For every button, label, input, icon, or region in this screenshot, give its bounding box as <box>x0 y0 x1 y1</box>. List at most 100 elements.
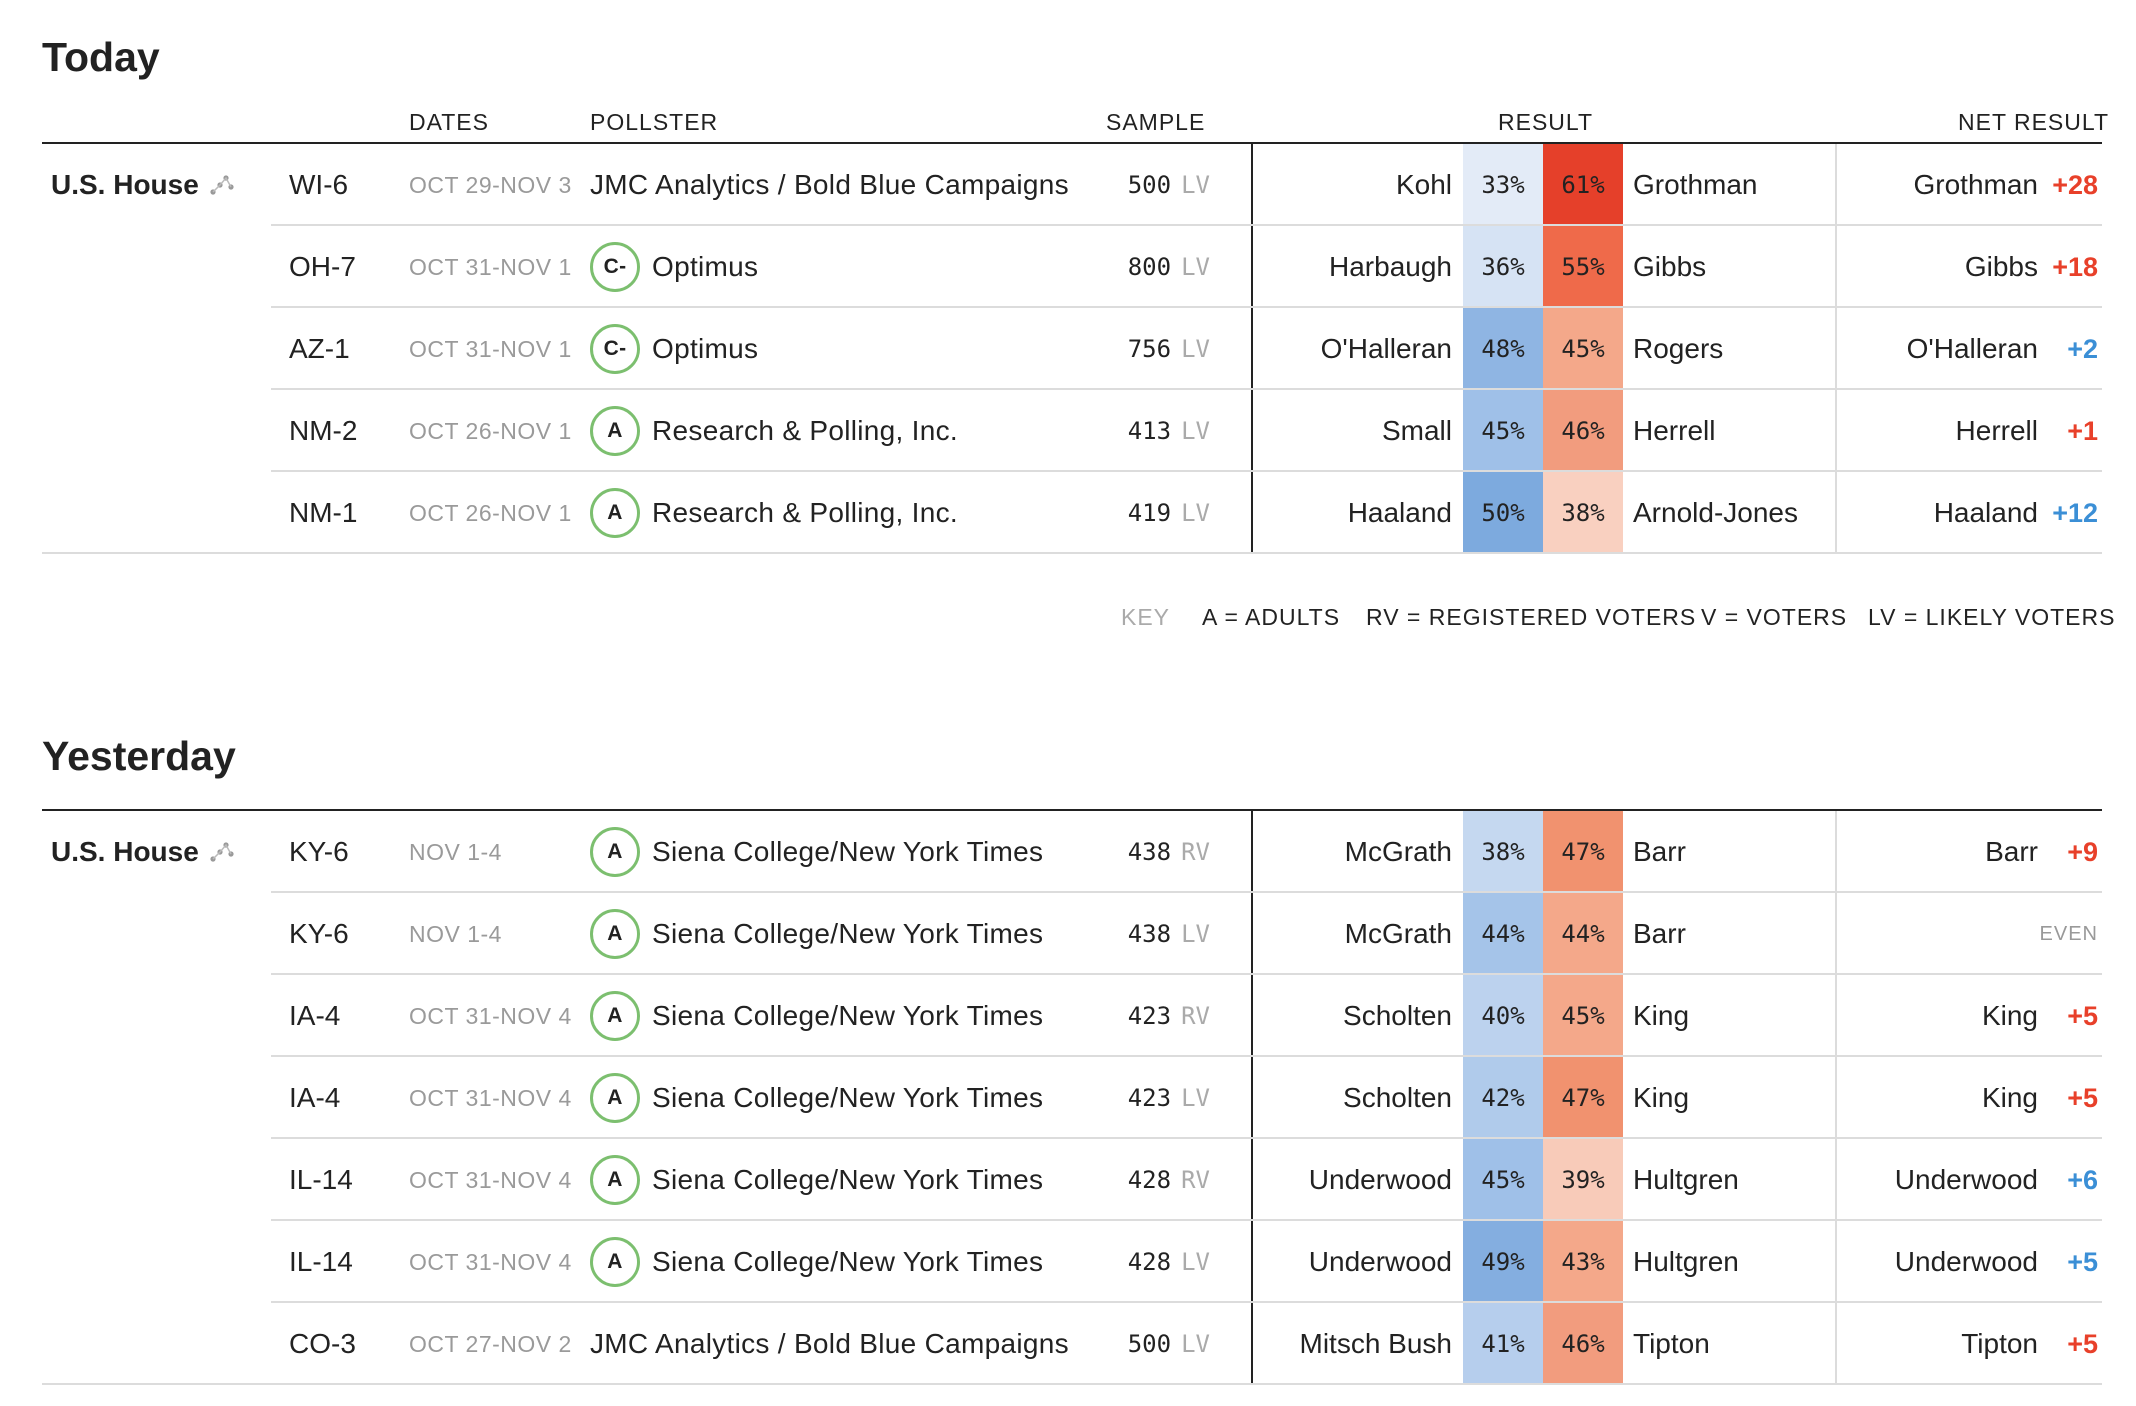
net-divider <box>1835 811 1837 1383</box>
race-name: U.S. House <box>51 836 199 867</box>
district[interactable]: WI-6 <box>289 169 349 200</box>
header-sample: SAMPLE <box>1106 109 1206 135</box>
pollster[interactable]: A Research & Polling, Inc. <box>590 472 1070 554</box>
poll-row[interactable]: NM-1 OCT 26-NOV 1 A Research & Polling, Inc… <box>0 472 2136 554</box>
pollster-name[interactable]: Optimus <box>652 251 759 282</box>
sample-size: 500 LV <box>1090 144 1210 226</box>
result-divider <box>1251 811 1253 1383</box>
sample-count: 438 <box>1127 838 1172 866</box>
poll-row[interactable]: AZ-1 OCT 31-NOV 1 C- Optimus 756 LV O'Halleran… <box>0 308 2136 390</box>
pollster[interactable]: A Siena College/New York Times <box>590 975 1070 1057</box>
pollster[interactable]: C- Optimus <box>590 226 1070 308</box>
poll-row[interactable]: IL-14 OCT 31-NOV 4 A Siena College/New York… <box>0 1221 2136 1303</box>
net-divider <box>1835 144 1837 552</box>
rep-candidate: Herrell <box>1633 415 1716 446</box>
district[interactable]: IA-4 <box>289 1000 341 1031</box>
poll-row[interactable]: IA-4 OCT 31-NOV 4 A Siena College/New York … <box>0 1057 2136 1139</box>
pollster-name[interactable]: Siena College/New York Times <box>652 1164 1044 1195</box>
poll-dates: NOV 1-4 <box>409 838 502 865</box>
rep-candidate: Hultgren <box>1633 1164 1739 1195</box>
district[interactable]: KY-6 <box>289 918 349 949</box>
pollster-name[interactable]: Research & Polling, Inc. <box>652 415 959 446</box>
district[interactable]: IA-4 <box>289 1082 341 1113</box>
dem-percent: 44% <box>1463 893 1543 975</box>
district[interactable]: NM-2 <box>289 415 358 446</box>
poll-row[interactable]: KY-6 NOV 1-4 A Siena College/New York Times… <box>0 811 2136 893</box>
net-margin: +5 <box>2067 1328 2098 1359</box>
sample-count: 428 <box>1127 1166 1172 1194</box>
poll-dates: NOV 1-4 <box>409 920 502 947</box>
poll-dates: OCT 31-NOV 1 <box>409 253 572 280</box>
rep-percent: 47% <box>1543 1057 1623 1139</box>
pollster-name[interactable]: Siena College/New York Times <box>652 1082 1044 1113</box>
pollster-name[interactable]: Siena College/New York Times <box>652 1246 1044 1277</box>
poll-row[interactable]: NM-2 OCT 26-NOV 1 A Research & Polling, Inc… <box>0 390 2136 472</box>
pollster-name[interactable]: Optimus <box>652 333 759 364</box>
pollster[interactable]: A Siena College/New York Times <box>590 1139 1070 1221</box>
poll-row[interactable]: IL-14 OCT 31-NOV 4 A Siena College/New York… <box>0 1139 2136 1221</box>
net-leader-name: Underwood <box>1894 1164 2038 1195</box>
pollster-name[interactable]: Siena College/New York Times <box>652 836 1044 867</box>
rep-candidate: Barr <box>1633 836 1686 867</box>
dem-percent: 49% <box>1463 1221 1543 1303</box>
poll-row[interactable]: IA-4 OCT 31-NOV 4 A Siena College/New York … <box>0 975 2136 1057</box>
key-registered-voters: RV = REGISTERED VOTERS <box>1366 604 1697 630</box>
district[interactable]: OH-7 <box>289 251 356 282</box>
row-divider <box>271 306 2102 308</box>
rep-percent: 46% <box>1543 390 1623 472</box>
net-margin: +5 <box>2067 1246 2098 1277</box>
rep-percent: 43% <box>1543 1221 1623 1303</box>
dem-percent: 40% <box>1463 975 1543 1057</box>
row-divider <box>271 1219 2102 1221</box>
poll-row[interactable]: CO-3 OCT 27-NOV 2 JMC Analytics / Bold Blu… <box>0 1303 2136 1385</box>
poll-dates: OCT 26-NOV 1 <box>409 417 572 444</box>
dem-candidate: Harbaugh <box>1329 251 1452 282</box>
sample-population: LV <box>1181 920 1210 948</box>
district[interactable]: AZ-1 <box>289 333 350 364</box>
key-likely-voters: LV = LIKELY VOTERS <box>1868 604 2116 630</box>
net-leader-name: Barr <box>1985 836 2038 867</box>
district[interactable]: IL-14 <box>289 1246 353 1277</box>
district[interactable]: NM-1 <box>289 497 358 528</box>
dem-candidate: O'Halleran <box>1320 333 1452 364</box>
district[interactable]: CO-3 <box>289 1328 356 1359</box>
result-divider <box>1251 144 1253 552</box>
pollster-name[interactable]: Research & Polling, Inc. <box>652 497 959 528</box>
pollster[interactable]: JMC Analytics / Bold Blue Campaigns <box>590 144 1070 226</box>
rep-candidate: Rogers <box>1633 333 1724 364</box>
pollster[interactable]: A Research & Polling, Inc. <box>590 390 1070 472</box>
poll-row[interactable]: OH-7 OCT 31-NOV 1 C- Optimus 800 LV Harbaugh 36… <box>0 226 2136 308</box>
poll-row[interactable]: KY-6 NOV 1-4 A Siena College/New York Times… <box>0 893 2136 975</box>
pollster[interactable]: JMC Analytics / Bold Blue Campaigns <box>590 1303 1070 1385</box>
pollster-name[interactable]: JMC Analytics / Bold Blue Campaigns <box>590 1328 1069 1359</box>
sample-size: 800 LV <box>1090 226 1210 308</box>
net-leader-name: King <box>1981 1082 2038 1113</box>
sample-count: 413 <box>1127 417 1172 445</box>
pollster-grade-badge: A <box>590 488 640 538</box>
sample-population: LV <box>1181 335 1210 363</box>
row-divider <box>271 1301 2102 1303</box>
sample-size: 413 LV <box>1090 390 1210 472</box>
poll-row[interactable]: WI-6 OCT 29-NOV 3 JMC Analytics / Bold Blu… <box>0 144 2136 226</box>
district[interactable]: KY-6 <box>289 836 349 867</box>
pollster-name[interactable]: Siena College/New York Times <box>652 1000 1044 1031</box>
dem-percent: 45% <box>1463 1139 1543 1221</box>
net-margin: +28 <box>2052 169 2098 200</box>
sample-population: LV <box>1181 171 1210 199</box>
rep-candidate: Hultgren <box>1633 1246 1739 1277</box>
pollster-grade-badge: A <box>590 909 640 959</box>
rep-candidate: King <box>1633 1082 1690 1113</box>
pollster[interactable]: A Siena College/New York Times <box>590 1221 1070 1303</box>
pollster-name[interactable]: Siena College/New York Times <box>652 918 1044 949</box>
row-divider <box>271 891 2102 893</box>
pollster[interactable]: A Siena College/New York Times <box>590 811 1070 893</box>
district[interactable]: IL-14 <box>289 1164 353 1195</box>
row-divider <box>42 552 2102 554</box>
pollster[interactable]: C- Optimus <box>590 308 1070 390</box>
rep-percent: 39% <box>1543 1139 1623 1221</box>
rep-percent: 44% <box>1543 893 1623 975</box>
pollster[interactable]: A Siena College/New York Times <box>590 1057 1070 1139</box>
pollster[interactable]: A Siena College/New York Times <box>590 893 1070 975</box>
dem-percent: 33% <box>1463 144 1543 226</box>
pollster-name[interactable]: JMC Analytics / Bold Blue Campaigns <box>590 169 1069 200</box>
